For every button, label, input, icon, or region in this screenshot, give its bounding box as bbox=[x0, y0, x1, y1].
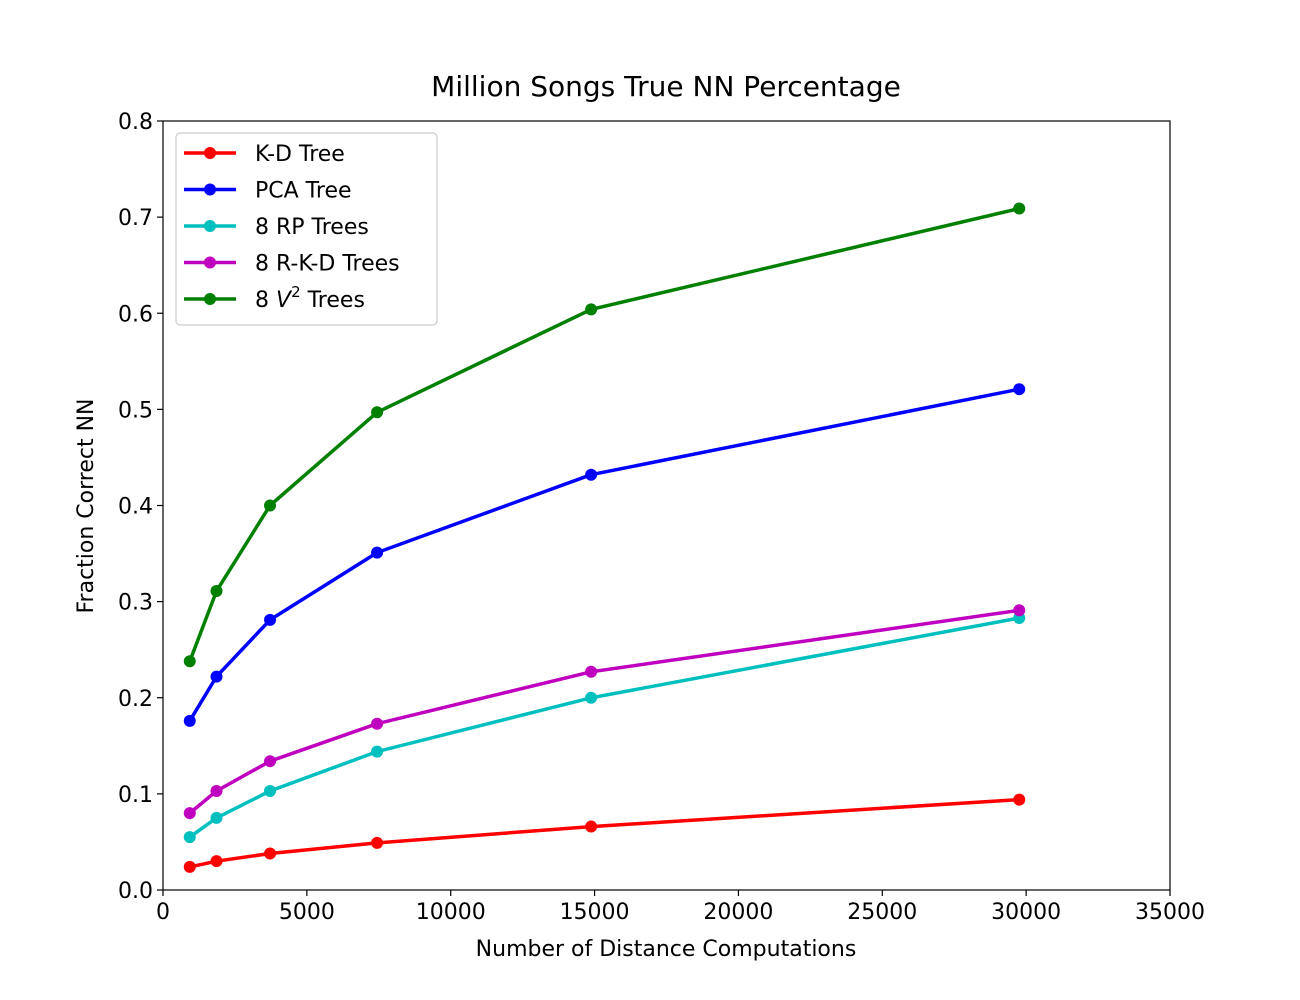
data-point bbox=[183, 860, 196, 873]
legend-label: K-D Tree bbox=[255, 142, 345, 167]
y-tick-label: 0.6 bbox=[118, 302, 153, 327]
legend: K-D Tree PCA Tree 8 RP Trees 8 R-K-D Trees 8… bbox=[175, 132, 438, 326]
data-point bbox=[371, 406, 384, 419]
y-tick-label: 0.3 bbox=[118, 591, 153, 616]
data-point bbox=[264, 847, 277, 860]
data-point bbox=[264, 784, 277, 797]
y-tick-label: 0.4 bbox=[118, 495, 153, 520]
x-tick-label: 30000 bbox=[991, 900, 1061, 925]
data-point bbox=[585, 691, 598, 704]
legend-label: 8 V2 Trees bbox=[255, 283, 365, 313]
x-tick-label: 0 bbox=[156, 900, 170, 925]
y-tick-label: 0.2 bbox=[118, 687, 153, 712]
data-point bbox=[1013, 604, 1026, 617]
y-axis-label: Fraction Correct NN bbox=[74, 398, 99, 613]
legend-marker bbox=[204, 293, 216, 305]
data-point bbox=[371, 717, 384, 730]
legend-label: PCA Tree bbox=[255, 179, 352, 204]
legend-marker bbox=[204, 183, 216, 196]
data-point bbox=[210, 784, 223, 797]
data-point bbox=[264, 499, 277, 512]
x-tick-label: 10000 bbox=[416, 900, 486, 925]
legend-label: 8 RP Trees bbox=[255, 215, 369, 240]
data-point bbox=[371, 745, 384, 758]
y-tick-label: 0.8 bbox=[118, 110, 153, 135]
x-tick-label: 15000 bbox=[560, 900, 630, 925]
y-tick-label: 0.1 bbox=[118, 783, 153, 808]
data-point bbox=[1013, 202, 1026, 215]
x-axis-label: Number of Distance Computations bbox=[476, 937, 857, 962]
data-point bbox=[210, 670, 223, 683]
data-point bbox=[210, 811, 223, 824]
legend-label: 8 R-K-D Trees bbox=[255, 252, 400, 277]
data-point bbox=[371, 546, 384, 559]
series-1 bbox=[183, 383, 1026, 727]
y-axis-ticks: 0.0 0.1 0.2 0.3 0.4 0.5 0.6 0.7 0.8 bbox=[118, 110, 163, 904]
legend-marker bbox=[204, 147, 216, 159]
data-point bbox=[1013, 793, 1026, 806]
y-tick-label: 0.0 bbox=[118, 879, 153, 904]
data-point bbox=[1013, 383, 1026, 396]
x-tick-label: 25000 bbox=[847, 900, 917, 925]
x-tick-label: 20000 bbox=[703, 900, 773, 925]
data-point bbox=[371, 836, 384, 849]
data-point bbox=[183, 714, 196, 727]
data-point bbox=[264, 613, 277, 626]
series-3 bbox=[183, 604, 1026, 820]
legend-item: K-D Tree bbox=[184, 142, 345, 167]
legend-box bbox=[175, 132, 438, 326]
legend-item: 8 R-K-D Trees bbox=[184, 252, 400, 277]
data-point bbox=[585, 468, 598, 481]
series-line bbox=[187, 206, 1022, 664]
legend-item: 8 RP Trees bbox=[184, 215, 369, 240]
data-point bbox=[183, 807, 196, 820]
legend-item: PCA Tree bbox=[184, 179, 352, 204]
x-tick-label: 35000 bbox=[1135, 900, 1205, 925]
legend-item: 8 V2 Trees bbox=[184, 283, 365, 313]
y-tick-label: 0.7 bbox=[118, 206, 153, 231]
legend-marker bbox=[204, 256, 216, 269]
series-4 bbox=[183, 202, 1026, 668]
data-point bbox=[585, 303, 598, 316]
series-2 bbox=[183, 611, 1026, 844]
data-point bbox=[585, 665, 598, 678]
data-point bbox=[183, 655, 196, 668]
series-0 bbox=[183, 793, 1026, 873]
chart-title: Million Songs True NN Percentage bbox=[431, 70, 901, 103]
data-point bbox=[183, 831, 196, 844]
x-tick-label: 5000 bbox=[279, 900, 335, 925]
legend-marker bbox=[204, 220, 216, 232]
data-point bbox=[585, 820, 598, 833]
plot-area bbox=[183, 202, 1026, 873]
series-line bbox=[187, 387, 1022, 724]
x-axis-ticks: 0 5000 10000 15000 20000 25000 30000 35000 bbox=[156, 890, 1205, 925]
data-point bbox=[210, 585, 223, 598]
data-point bbox=[264, 755, 277, 768]
y-tick-label: 0.5 bbox=[118, 398, 153, 423]
data-point bbox=[210, 855, 223, 868]
